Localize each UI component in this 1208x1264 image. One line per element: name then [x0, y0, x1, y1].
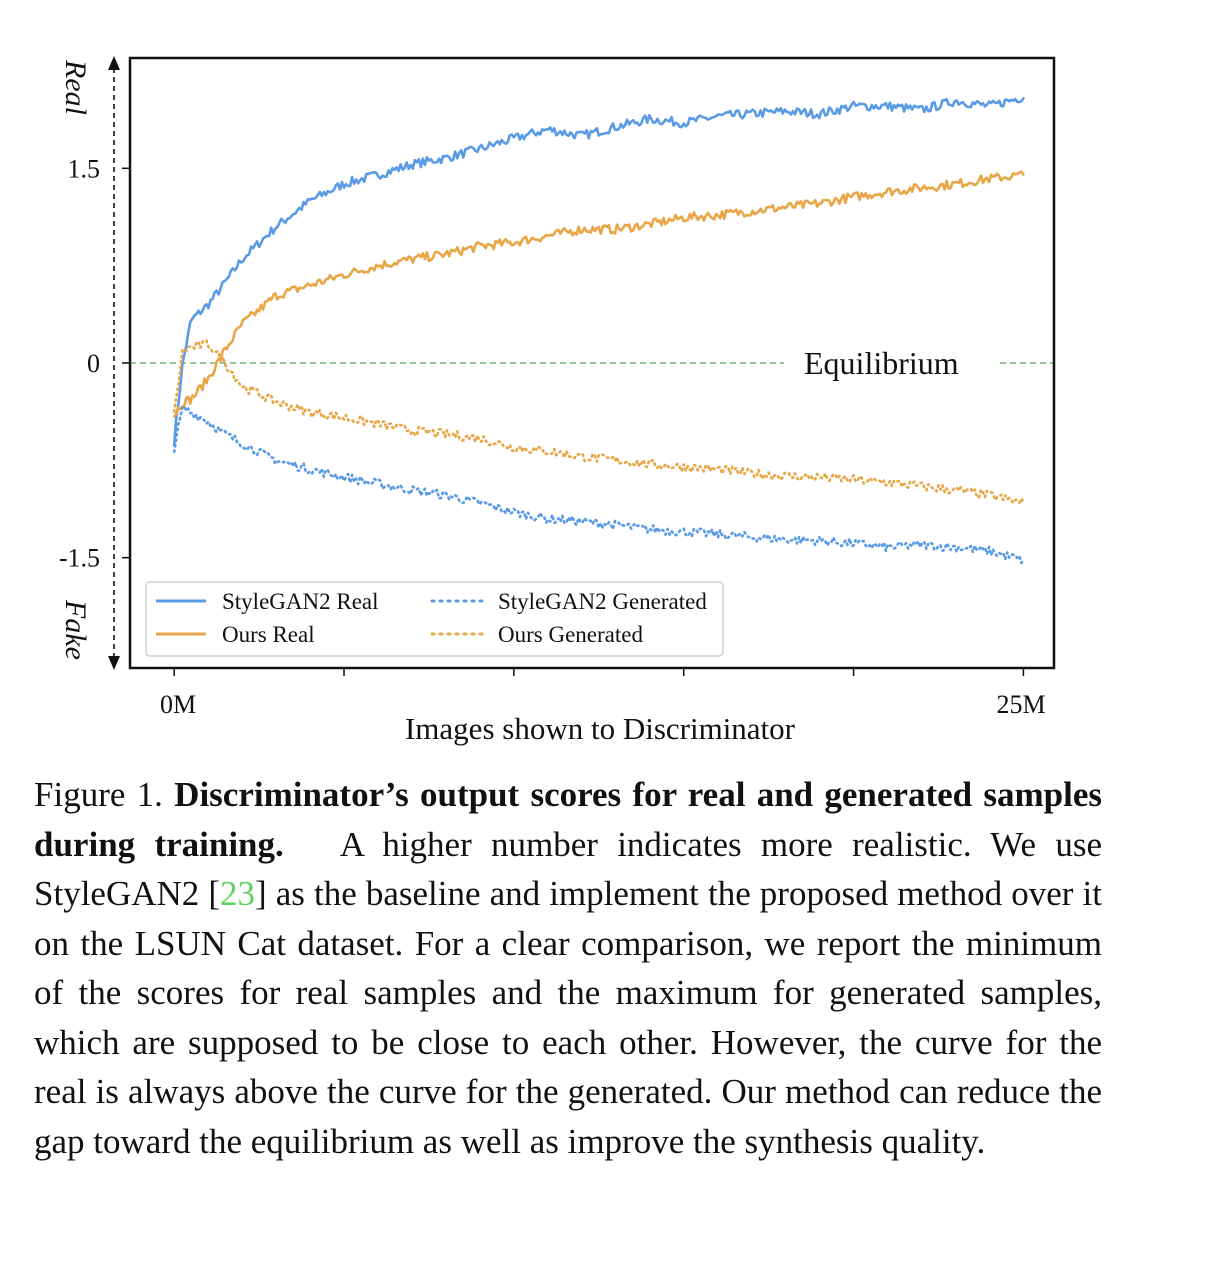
series-group [172, 97, 1025, 565]
caption-text-1: A higher number indicates more realistic… [34, 824, 1102, 914]
equilibrium-group: Equilibrium [130, 345, 1054, 381]
y-axis-top-label: Real [59, 59, 92, 115]
plot-frame [128, 56, 1056, 670]
figure-caption: Figure 1. Discriminator’s output scores … [34, 770, 1102, 1166]
legend-label-stylegan2-real: StyleGAN2 Real [222, 589, 379, 614]
real-fake-arrow-axis: Real Fake [59, 56, 120, 670]
y-tick-label: 1.5 [68, 154, 101, 183]
legend-label-stylegan2-generated: StyleGAN2 Generated [498, 589, 707, 614]
discriminator-score-chart: Real Fake 1.5 0 -1.5 Equilibrium 0M 25M Im… [59, 56, 1056, 746]
legend-label-ours-real: Ours Real [222, 622, 315, 647]
y-tick-label: 0 [87, 349, 100, 378]
y-tick-labels: 1.5 0 -1.5 [59, 154, 130, 573]
chart-figure: Real Fake 1.5 0 -1.5 Equilibrium 0M 25M Im… [59, 56, 1056, 746]
x-ticks [173, 668, 1025, 676]
series-line-ours-real [172, 170, 1025, 418]
caption-title: Discriminator’s output scores for real a… [34, 775, 1102, 864]
caption-text-2: ] as the baseline and implement the prop… [34, 874, 1102, 1161]
series-line-stylegan2-real [172, 97, 1025, 447]
legend: StyleGAN2 Real Ours Real StyleGAN2 Gener… [145, 581, 724, 657]
citation-link[interactable]: 23 [220, 874, 256, 913]
series-line-ours-generated [172, 338, 1025, 505]
up-arrow-icon [108, 56, 120, 70]
legend-label-ours-generated: Ours Generated [498, 622, 643, 647]
down-arrow-icon [108, 656, 120, 670]
legend-box [145, 581, 724, 657]
x-axis-label: Images shown to Discriminator [405, 711, 796, 746]
series-line-stylegan2-generated [172, 404, 1025, 565]
x-tick-label-end: 25M [996, 690, 1045, 719]
equilibrium-label: Equilibrium [804, 345, 959, 381]
figure-label: Figure 1. [34, 775, 163, 814]
x-tick-label-start: 0M [160, 690, 196, 719]
y-axis-bottom-label: Fake [59, 599, 92, 660]
y-tick-label: -1.5 [59, 544, 100, 573]
